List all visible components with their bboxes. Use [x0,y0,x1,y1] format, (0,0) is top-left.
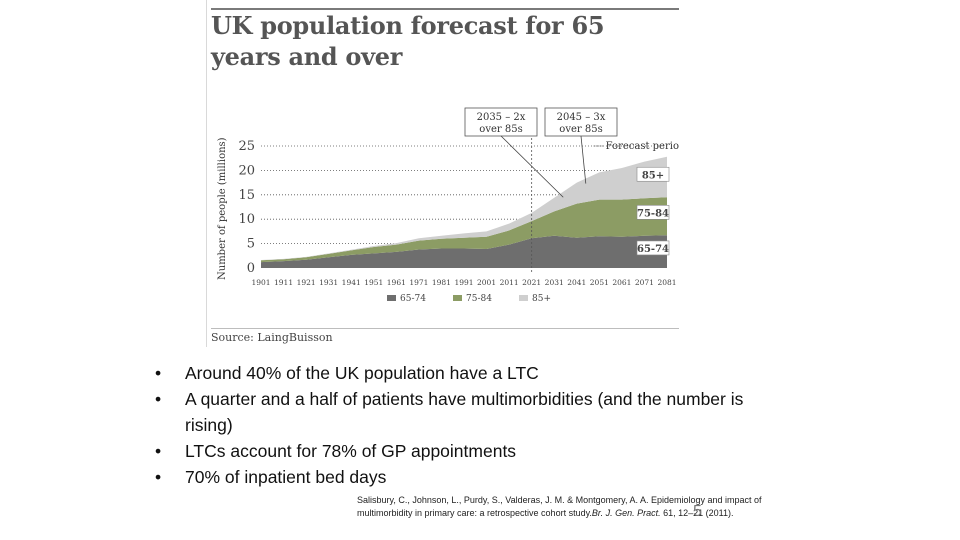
bullet-text: LTCs account for 78% of GP appointments [185,441,517,461]
y-tick-label: 15 [238,188,255,203]
y-tick-label: 25 [238,139,255,154]
x-tick-label: 2051 [590,278,609,287]
series-label-box [636,166,670,182]
x-tick-label: 1981 [432,278,451,287]
bullet-text: A quarter and a half of patients have mu… [185,389,744,435]
x-tick-label: 1991 [454,278,473,287]
bullet-text: 70% of inpatient bed days [185,467,387,487]
series-label: 75-84 [637,208,669,219]
annotation-box [544,107,618,137]
x-tick-label: 2021 [522,278,541,287]
x-tick-label: 2071 [635,278,654,287]
x-tick-label: 1931 [319,278,338,287]
chart-title: UK population forecast for 65 years and … [211,11,605,71]
page-number: 5 [693,503,702,520]
legend-label: 65-74 [400,294,426,304]
annotation-line2: over 85s [559,124,602,135]
series-label-box [636,205,670,220]
citation-journal: Br. J. Gen. Pract. [591,508,661,518]
area-series-85+ [261,156,667,261]
citation: Salisbury, C., Johnson, L., Purdy, S., V… [357,494,782,520]
x-tick-label: 1941 [342,278,361,287]
bullet-text: Around 40% of the UK population have a L… [185,363,539,383]
annotation-line1: 2035 – 2x [477,112,526,123]
y-tick-label: 0 [247,261,255,276]
annotation-box [464,107,538,137]
bullet-list: • Around 40% of the UK population have a … [155,360,755,490]
series-label: 65-74 [637,244,669,255]
series-label: 85+ [642,170,664,181]
bullet-item: • 70% of inpatient bed days [155,464,755,490]
y-tick-label: 5 [247,237,255,252]
area-series-75-84 [261,197,667,263]
legend-swatch [519,295,528,301]
annotation-line2: over 85s [479,124,522,135]
series-label-box [636,240,670,256]
chart-figure: UK population forecast for 65 years and … [206,0,679,347]
x-tick-label: 2041 [567,278,586,287]
y-tick-label: 20 [238,163,255,178]
annotation-pointer [580,135,587,184]
bullet-marker: • [155,389,162,409]
y-tick-label: 10 [238,212,255,227]
legend-label: 75-84 [466,294,492,304]
bullet-item: • Around 40% of the UK population have a … [155,360,755,386]
source-rule [211,328,679,329]
x-tick-label: 2061 [612,278,631,287]
bullet-item: • A quarter and a half of patients have m… [155,386,755,438]
x-tick-label: 1951 [364,278,383,287]
bullet-marker: • [155,363,162,383]
x-tick-label: 1961 [387,278,406,287]
bullet-item: • LTCs account for 78% of GP appointments [155,438,755,464]
x-tick-label: 1901 [251,278,270,287]
x-tick-label: 2031 [545,278,564,287]
legend-swatch [387,295,396,301]
bullet-marker: • [155,441,162,461]
annotation-pointer [500,135,564,198]
legend-label: 85+ [532,294,551,304]
figure-top-rule [211,8,679,10]
x-tick-label: 2001 [477,278,496,287]
x-tick-label: 1911 [274,278,293,287]
x-tick-label: 2011 [500,278,519,287]
legend-swatch [453,295,462,301]
x-tick-label: 1971 [409,278,428,287]
figure-source: Source: LaingBuisson [211,331,333,344]
x-tick-label: 2081 [657,278,676,287]
area-series-65-74 [261,235,667,268]
x-tick-label: 1921 [297,278,316,287]
citation-details: 61, 12–21 (2011). [660,508,734,518]
bullet-marker: • [155,467,162,487]
annotation-line1: 2045 – 3x [557,112,606,123]
citation-authors: Salisbury, C., Johnson, L., Purdy, S., V… [357,495,762,518]
forecast-label: Forecast period [606,141,679,152]
